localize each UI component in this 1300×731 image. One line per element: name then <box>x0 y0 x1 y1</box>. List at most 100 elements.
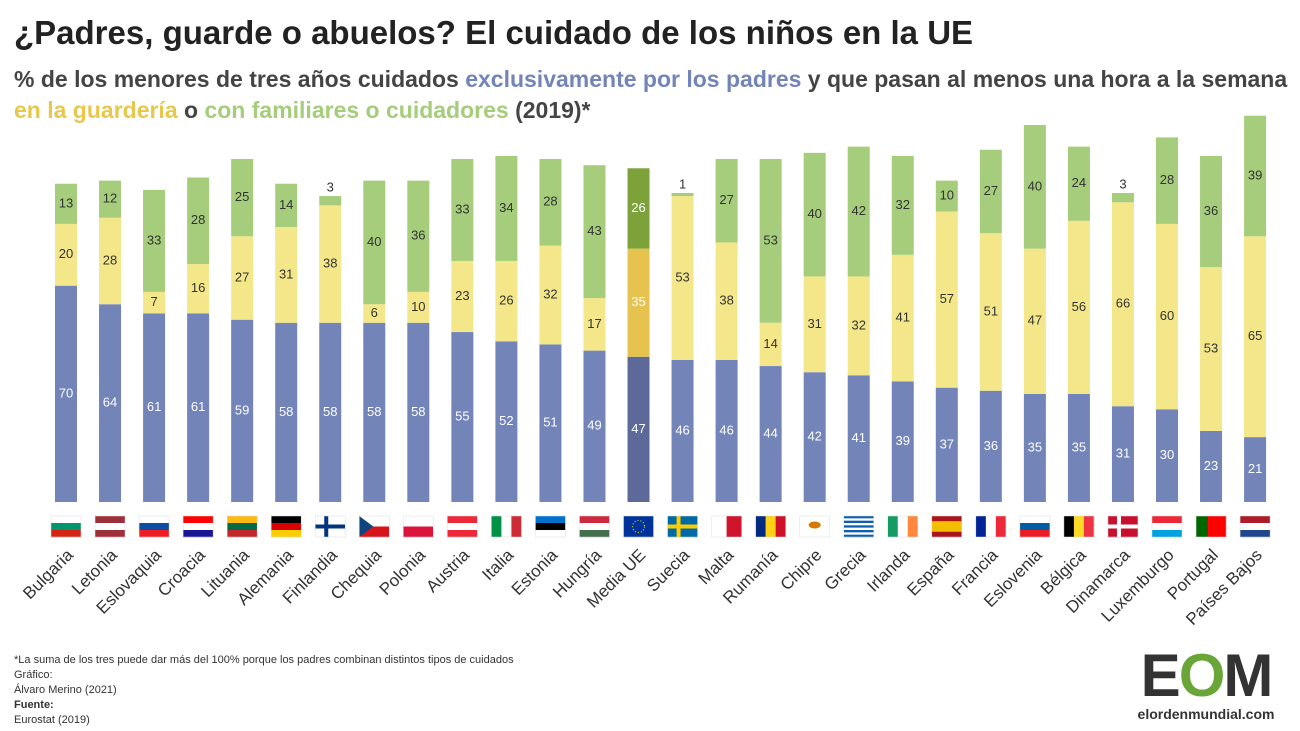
value-label: 32 <box>543 286 557 301</box>
flag-stripe <box>995 516 1007 537</box>
flag-border <box>226 515 258 538</box>
value-label: 14 <box>763 336 777 351</box>
flag <box>491 515 522 538</box>
flag-border <box>887 515 919 538</box>
value-label: 27 <box>235 269 249 284</box>
value-label: 31 <box>279 266 293 281</box>
flag-stripe <box>931 521 962 527</box>
value-label: 3 <box>1119 176 1126 191</box>
flag-stripe <box>227 530 258 538</box>
bar-segment <box>495 341 518 502</box>
bar-segment <box>187 313 210 502</box>
value-label: 41 <box>851 430 865 445</box>
bar-segment <box>407 291 430 323</box>
value-label: 66 <box>1116 296 1130 311</box>
bar-segment <box>627 168 650 249</box>
flag-cross <box>315 524 346 529</box>
legend-entry: con familiares o cuidadores <box>204 97 509 123</box>
flag-stripe <box>139 530 170 538</box>
bar-segment <box>1067 393 1090 502</box>
chart-subtitle: % de los menores de tres años cuidados e… <box>14 64 1289 126</box>
bar-segment <box>143 189 166 292</box>
value-label: 39 <box>896 433 910 448</box>
bar-segment <box>759 366 782 502</box>
flag-stripe <box>887 516 898 537</box>
source: Eurostat (2019) <box>14 714 90 726</box>
bar-segment <box>1200 155 1223 268</box>
value-label: 13 <box>59 195 73 210</box>
value-label: 35 <box>1072 439 1086 454</box>
value-label: 7 <box>150 294 157 309</box>
bar-segment <box>231 159 254 237</box>
bar-segment <box>1111 406 1134 502</box>
value-label: 53 <box>675 269 689 284</box>
flag <box>447 515 478 538</box>
flag-stripe <box>775 516 786 537</box>
flag-border <box>755 515 786 538</box>
flag-stripe <box>1019 516 1050 524</box>
value-label: 34 <box>499 200 513 215</box>
value-label: 25 <box>235 189 249 204</box>
value-label: 46 <box>675 422 689 437</box>
flag <box>182 515 214 538</box>
bar-segment <box>1200 430 1223 502</box>
flag-stripe <box>711 516 727 537</box>
bar-segment <box>1156 409 1178 502</box>
bar-segment <box>583 350 606 502</box>
value-label: 28 <box>103 252 117 267</box>
value-label: 40 <box>367 234 381 249</box>
x-tick-label: Suecia <box>643 545 694 596</box>
bar-segment <box>891 155 914 255</box>
bar-segment <box>187 177 210 265</box>
bar-segment <box>1156 137 1178 224</box>
flag <box>931 515 963 538</box>
flag-stripe <box>227 523 258 531</box>
source-label: Fuente: <box>14 699 54 711</box>
flag-stripe <box>183 523 214 531</box>
flag-border <box>94 515 126 538</box>
bar-segment <box>1111 202 1134 407</box>
bar-segment <box>1023 393 1046 502</box>
logo-site: elordenmundial.com <box>1137 706 1275 722</box>
flag-stripe <box>447 530 478 538</box>
bar-segment <box>1111 193 1134 203</box>
flag <box>755 515 786 538</box>
value-label: 38 <box>323 256 337 271</box>
flag-emblem <box>808 521 821 529</box>
bar-segment <box>55 285 77 502</box>
bar-segment <box>935 387 958 502</box>
value-label: 12 <box>103 191 117 206</box>
flag-stars <box>631 519 646 534</box>
value-label: 46 <box>719 422 733 437</box>
x-tick-label: Chipre <box>777 545 826 594</box>
flag-stripe <box>1208 516 1215 537</box>
value-label: 23 <box>1204 458 1218 473</box>
flag-border <box>138 515 170 538</box>
legend-entry: en la guardería <box>14 97 178 123</box>
value-label: 35 <box>631 294 645 309</box>
flag-border <box>270 515 302 538</box>
value-label: 10 <box>411 299 425 314</box>
flag-stripe <box>623 516 654 538</box>
flag <box>579 515 610 538</box>
bar-segment <box>99 217 122 305</box>
flag <box>1239 515 1271 538</box>
chart: 702013Bulgaria642812Letonia61733Eslovaqu… <box>19 115 1271 629</box>
bar-segment <box>935 180 958 212</box>
flag-stripe <box>511 516 522 537</box>
flag-stripe <box>931 516 962 522</box>
bar-segment <box>803 152 826 277</box>
flag-border <box>667 515 698 538</box>
bar-segment <box>1244 236 1267 438</box>
bar-segment <box>891 381 914 502</box>
flag-stripe <box>359 516 390 527</box>
flag-stripe <box>139 523 170 531</box>
flag-border <box>843 515 874 538</box>
flag-stripe <box>765 516 776 537</box>
bar-segment <box>55 223 77 286</box>
flag-stripe <box>1063 516 1075 537</box>
flag <box>667 515 698 538</box>
flag-stripe <box>1073 516 1085 537</box>
bar-segment <box>847 146 870 277</box>
